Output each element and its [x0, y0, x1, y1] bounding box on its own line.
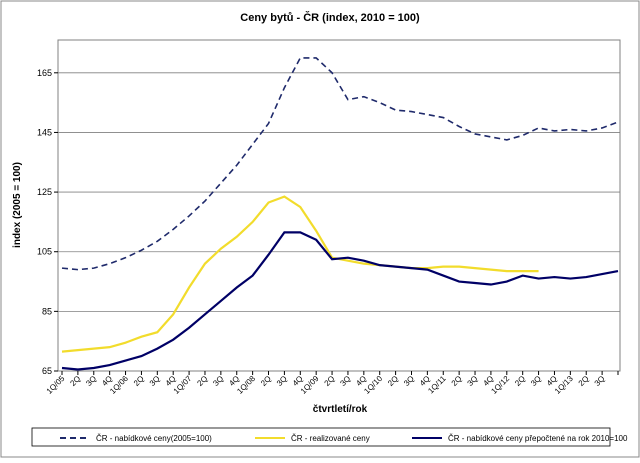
series-line [61, 231, 619, 371]
chart-title: Ceny bytů - ČR (index, 2010 = 100) [240, 11, 420, 24]
y-tick-label: 125 [37, 187, 52, 197]
y-tick-label: 145 [37, 127, 52, 137]
x-axis-label: čtvrtletí/rok [313, 404, 368, 415]
plot-area [57, 39, 621, 372]
y-tick-label: 165 [37, 68, 52, 78]
y-axis-label: index (2005 = 100) [12, 162, 23, 248]
y-tick-label: 65 [42, 366, 52, 376]
legend-label: ČR - nabídkové ceny(2005=100) [96, 434, 212, 443]
legend-label: ČR - realizované ceny [291, 434, 370, 443]
legend-box [31, 427, 611, 447]
legend-label: ČR - nabídkové ceny přepočtené na rok 20… [448, 434, 628, 443]
y-tick-label: 105 [37, 247, 52, 257]
series-line [61, 195, 539, 353]
series-line [61, 57, 619, 271]
y-tick-label: 85 [42, 306, 52, 316]
